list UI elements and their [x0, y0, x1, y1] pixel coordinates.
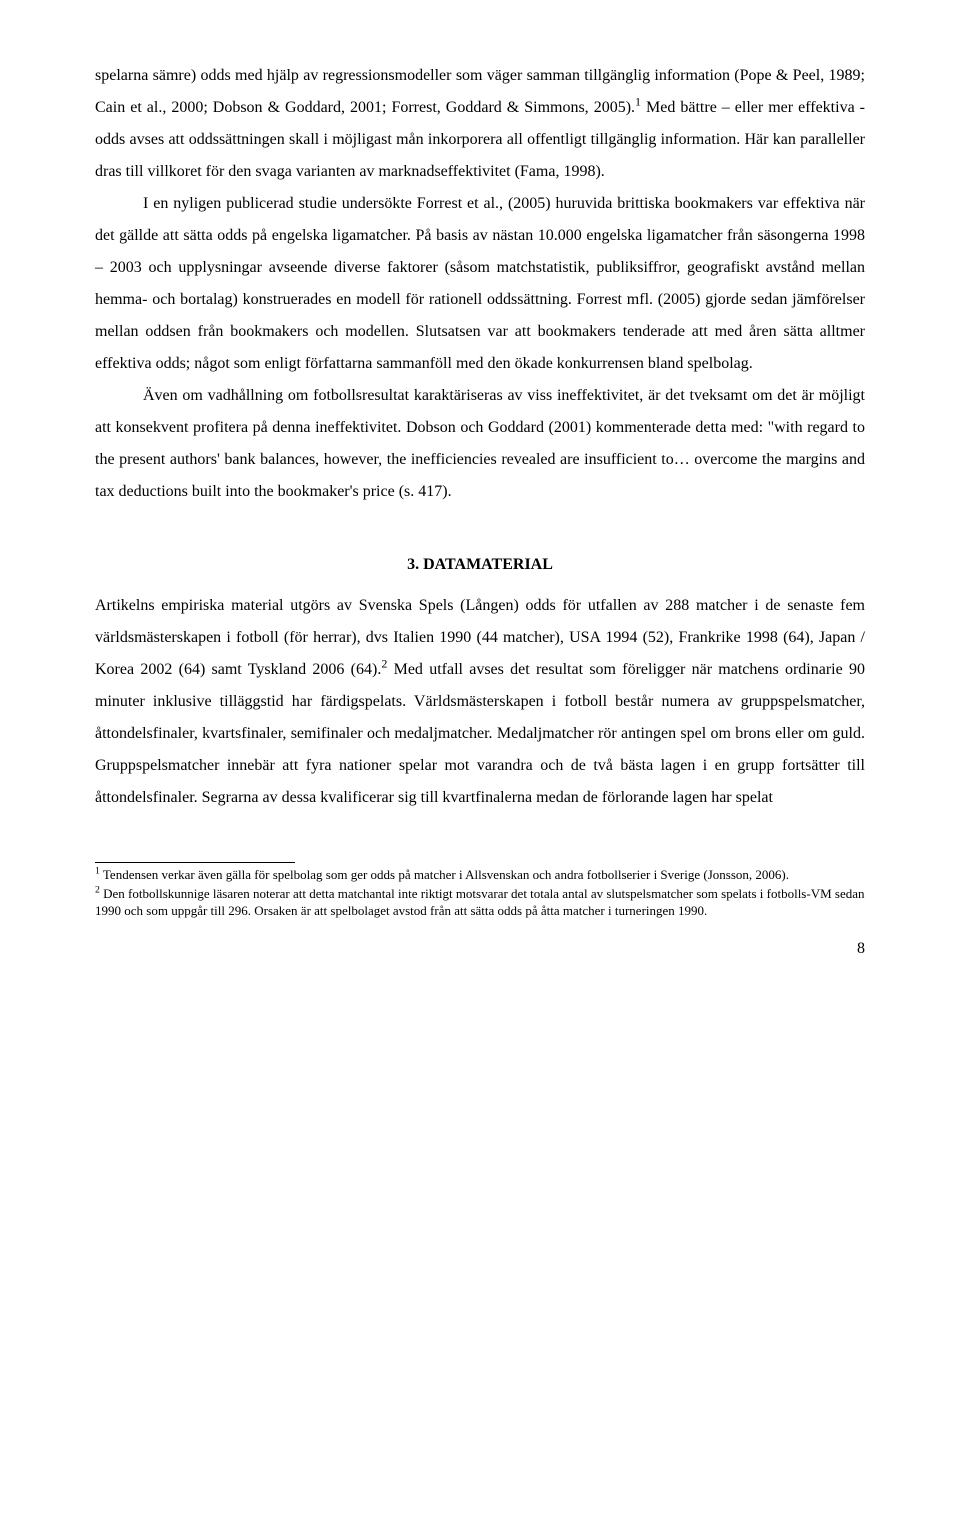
paragraph-text: Även om vadhållning om fotbollsresultat …	[95, 387, 865, 500]
page-number: 8	[95, 940, 865, 958]
paragraph-text: I en nyligen publicerad studie undersökt…	[95, 195, 865, 372]
body-paragraph-3: Även om vadhållning om fotbollsresultat …	[95, 380, 865, 508]
footnote-text: Den fotbollskunnige läsaren noterar att …	[95, 886, 865, 918]
body-paragraph-4: Artikelns empiriska material utgörs av S…	[95, 590, 865, 814]
footnote-1: 1 Tendensen verkar även gälla för spelbo…	[95, 867, 865, 884]
footnote-text: Tendensen verkar även gälla för spelbola…	[100, 867, 789, 882]
footnote-2: 2 Den fotbollskunnige läsaren noterar at…	[95, 886, 865, 920]
footnote-divider	[95, 862, 295, 863]
body-paragraph-2: I en nyligen publicerad studie undersökt…	[95, 188, 865, 380]
body-paragraph-1: spelarna sämre) odds med hjälp av regres…	[95, 60, 865, 188]
page-number-text: 8	[857, 940, 865, 957]
paragraph-text-b: Med utfall avses det resultat som föreli…	[95, 661, 865, 806]
heading-text: 3. DATAMATERIAL	[407, 556, 553, 573]
section-heading: 3. DATAMATERIAL	[95, 556, 865, 574]
